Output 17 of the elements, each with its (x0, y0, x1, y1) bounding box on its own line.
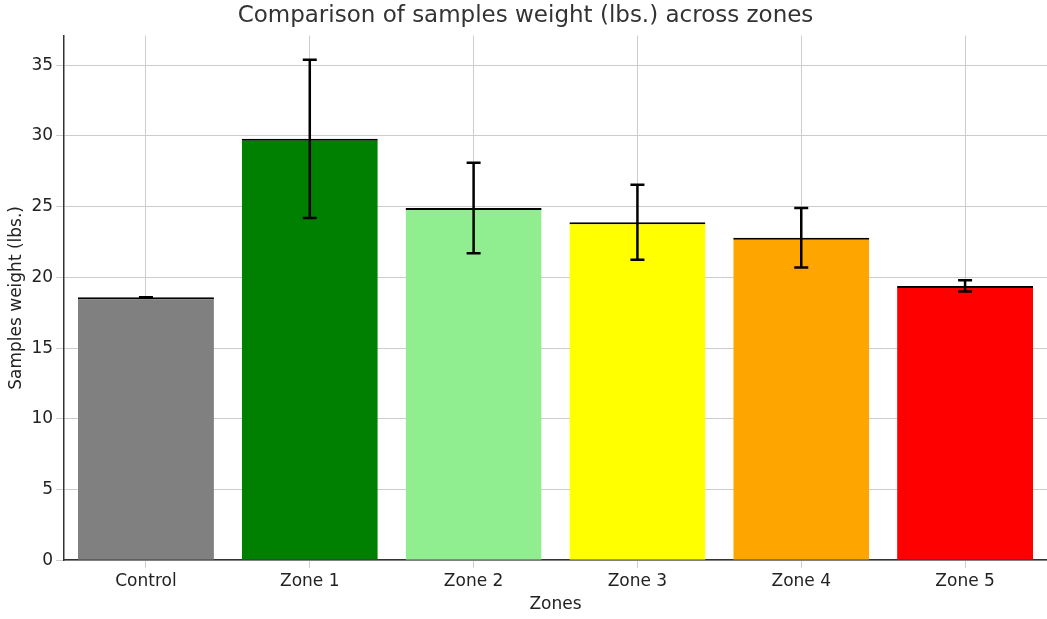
x-axis-title: Zones (529, 593, 582, 614)
x-tick-label: Zone 3 (607, 569, 668, 590)
y-tick-label: 30 (31, 124, 54, 145)
x-tick-label: Zone 2 (443, 569, 504, 590)
x-tick-label: Control (115, 569, 177, 590)
y-tick-label: 20 (31, 265, 54, 286)
y-tick-label: 15 (31, 336, 54, 357)
y-tick-label: 5 (42, 477, 54, 498)
x-tick-label: Zone 1 (280, 569, 340, 590)
y-tick-label: 0 (42, 548, 54, 569)
x-tick-label: Zone 4 (771, 569, 832, 590)
x-tick-label: Zone 5 (935, 569, 995, 590)
y-tick-label: 10 (31, 407, 54, 428)
chart-title: Comparison of samples weight (lbs.) across zones (237, 0, 814, 27)
y-tick-label: 35 (31, 53, 54, 74)
y-tick-label: 25 (31, 195, 54, 216)
y-axis-title: Samples weight (lbs.) (4, 206, 25, 390)
